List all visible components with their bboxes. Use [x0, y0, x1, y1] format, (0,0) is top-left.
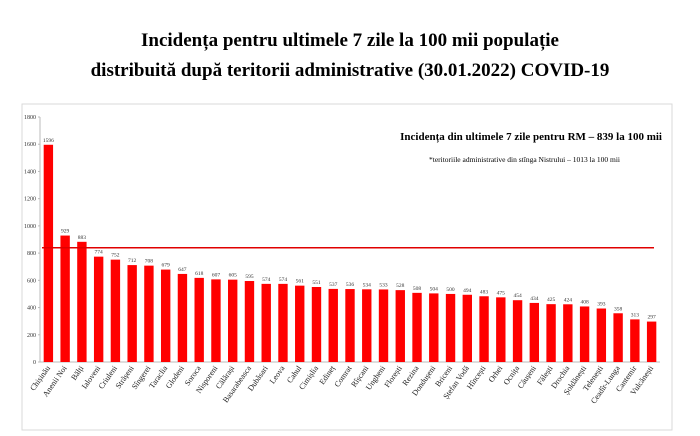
value-label: 508 [413, 286, 422, 292]
bar [211, 279, 221, 362]
bar [110, 259, 121, 362]
x-tick-label: Glodeni [164, 363, 187, 390]
chart-title: distribuită după teritorii administrativ… [91, 60, 610, 81]
bar [630, 319, 640, 362]
bar [445, 293, 456, 362]
x-tick-label: Căușeni [516, 363, 539, 390]
value-label: 393 [597, 302, 606, 308]
value-label: 408 [580, 299, 589, 305]
value-label: 528 [396, 283, 405, 289]
y-tick-label: 1600 [24, 142, 36, 148]
bar [563, 304, 573, 362]
value-label: 313 [631, 312, 640, 318]
bar [462, 294, 472, 362]
value-label: 1596 [43, 138, 54, 144]
value-label: 536 [346, 282, 355, 288]
value-label: 679 [162, 263, 171, 269]
bar [194, 277, 204, 362]
bar [228, 279, 238, 362]
value-label: 929 [61, 229, 70, 235]
bar [77, 241, 87, 362]
value-label: 504 [430, 286, 439, 292]
bar [244, 281, 255, 362]
bar [646, 321, 657, 362]
value-label: 483 [480, 289, 489, 295]
y-tick-label: 600 [27, 278, 36, 284]
value-label: 425 [547, 297, 556, 303]
value-label: 574 [279, 277, 288, 283]
value-label: 605 [229, 273, 238, 279]
bar [378, 289, 389, 362]
y-tick-label: 200 [27, 333, 36, 339]
bar [579, 306, 590, 362]
bar [127, 265, 137, 362]
value-label: 883 [78, 235, 87, 241]
y-tick-label: 1000 [24, 224, 36, 230]
value-label: 537 [329, 282, 338, 288]
annotation: Incidența din ultimele 7 zile pentru RM … [400, 131, 662, 143]
value-label: 424 [564, 297, 573, 303]
value-label: 454 [513, 293, 522, 299]
value-label: 297 [647, 315, 656, 321]
value-label: 774 [95, 250, 104, 256]
bar [328, 288, 338, 362]
y-tick-label: 400 [27, 306, 36, 312]
value-label: 708 [145, 259, 154, 265]
y-tick-label: 1200 [24, 197, 36, 203]
bar [278, 283, 288, 362]
value-label: 574 [262, 277, 271, 283]
bar [362, 289, 372, 362]
value-label: 712 [128, 258, 137, 264]
value-label: 607 [212, 272, 221, 278]
value-label: 434 [530, 296, 539, 302]
bar [596, 308, 607, 362]
value-label: 534 [363, 282, 372, 288]
bar [429, 293, 439, 362]
bar [295, 285, 305, 362]
bar [529, 302, 540, 362]
bar [546, 304, 556, 362]
y-tick-label: 800 [27, 251, 36, 257]
bar [261, 283, 271, 362]
bar [512, 300, 523, 362]
value-label: 618 [195, 271, 204, 277]
value-label: 595 [245, 274, 254, 280]
value-label: 500 [446, 287, 455, 293]
bar [395, 290, 405, 362]
bar [613, 313, 623, 362]
bar [160, 269, 171, 362]
x-tick-label: Florești [383, 363, 405, 389]
chart-title: Incidența pentru ultimele 7 zile la 100 … [141, 30, 559, 51]
x-tick-label: Leova [268, 364, 287, 386]
chart-frame [21, 103, 673, 431]
bar [60, 235, 70, 362]
y-tick-label: 1800 [24, 115, 36, 121]
y-tick-label: 0 [33, 360, 36, 366]
y-tick-label: 1400 [24, 169, 36, 175]
bar [345, 289, 355, 362]
bar [496, 297, 506, 362]
bar [93, 256, 104, 362]
value-label: 561 [296, 279, 305, 285]
bar [311, 287, 322, 362]
value-label: 533 [379, 282, 388, 288]
value-label: 551 [312, 280, 321, 286]
annotation: *teritoriile administrative din stînga N… [429, 155, 620, 164]
bar [412, 292, 422, 362]
bar [43, 144, 54, 362]
value-label: 475 [497, 290, 506, 296]
value-label: 494 [463, 288, 472, 294]
value-label: 358 [614, 306, 623, 312]
bar [177, 273, 188, 362]
value-label: 752 [111, 253, 120, 259]
value-label: 647 [178, 267, 187, 273]
bar [479, 296, 489, 362]
bar [144, 265, 154, 362]
